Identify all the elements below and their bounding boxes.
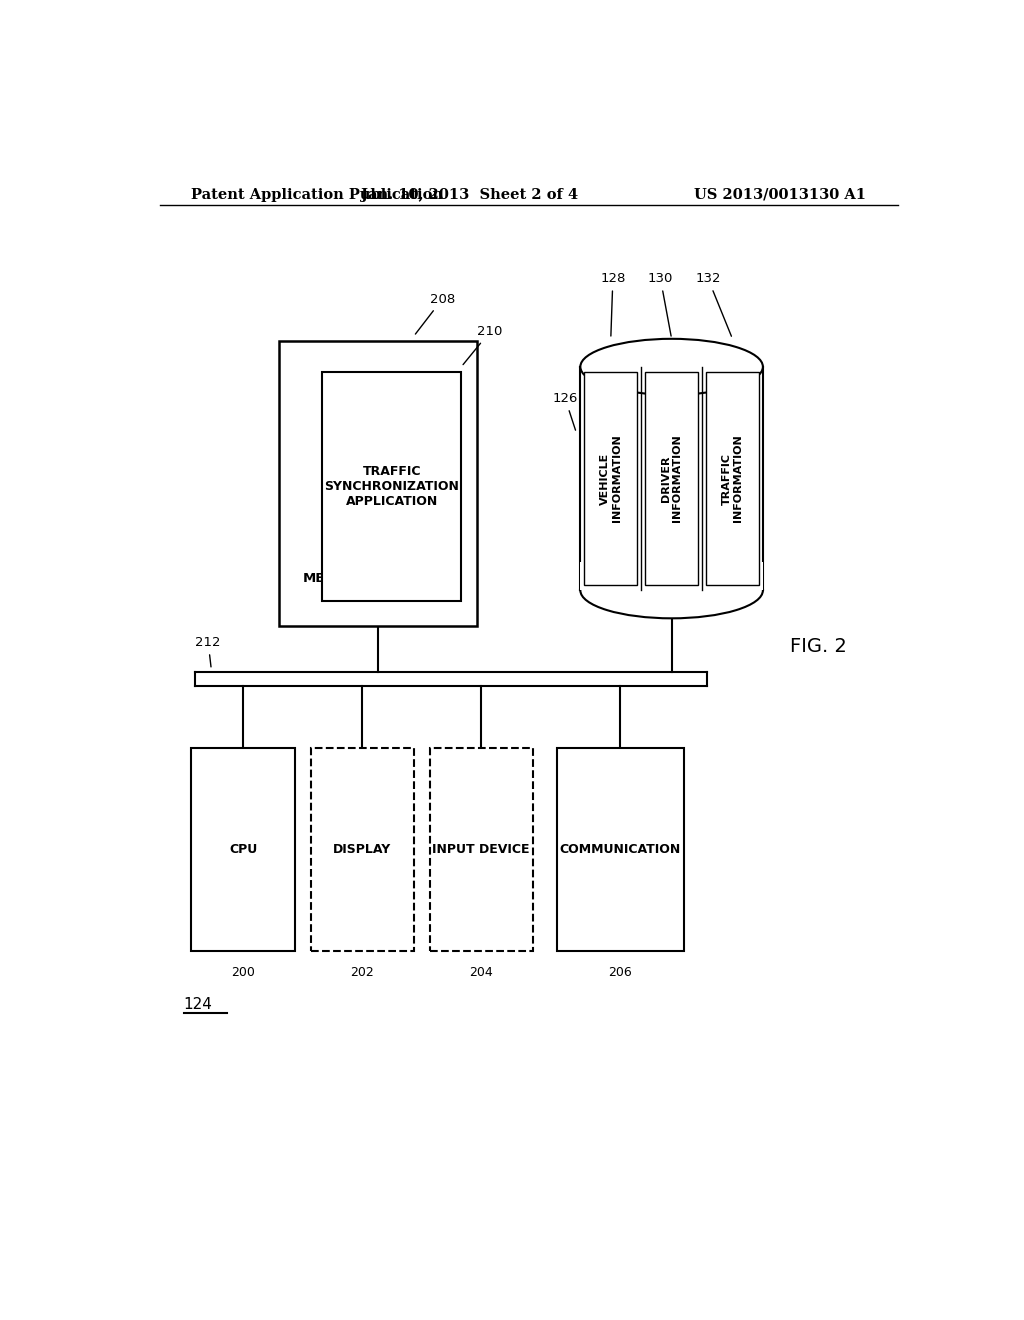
FancyBboxPatch shape — [585, 372, 637, 585]
Text: 128: 128 — [600, 272, 626, 337]
Text: 208: 208 — [416, 293, 455, 334]
Text: TRAFFIC
SYNCHRONIZATION
APPLICATION: TRAFFIC SYNCHRONIZATION APPLICATION — [325, 465, 460, 508]
Text: 124: 124 — [183, 997, 212, 1012]
Text: 200: 200 — [231, 966, 255, 979]
FancyBboxPatch shape — [581, 562, 763, 590]
Text: 212: 212 — [196, 636, 221, 667]
Text: TRAFFIC
INFORMATION: TRAFFIC INFORMATION — [722, 434, 743, 523]
Text: 130: 130 — [648, 272, 673, 337]
Text: CPU: CPU — [229, 843, 257, 857]
Text: DRIVER
INFORMATION: DRIVER INFORMATION — [660, 434, 682, 523]
FancyBboxPatch shape — [430, 748, 532, 952]
FancyBboxPatch shape — [310, 748, 414, 952]
FancyBboxPatch shape — [323, 372, 461, 601]
Ellipse shape — [581, 562, 763, 618]
Text: US 2013/0013130 A1: US 2013/0013130 A1 — [694, 187, 866, 202]
Text: DISPLAY: DISPLAY — [333, 843, 391, 857]
FancyBboxPatch shape — [557, 748, 684, 952]
FancyBboxPatch shape — [706, 372, 759, 585]
Text: INPUT DEVICE: INPUT DEVICE — [432, 843, 529, 857]
FancyBboxPatch shape — [191, 748, 295, 952]
Text: 206: 206 — [608, 966, 632, 979]
Text: Jan. 10, 2013  Sheet 2 of 4: Jan. 10, 2013 Sheet 2 of 4 — [360, 187, 578, 202]
FancyBboxPatch shape — [645, 372, 698, 585]
Text: 202: 202 — [350, 966, 374, 979]
Text: VEHICLE
INFORMATION: VEHICLE INFORMATION — [600, 434, 622, 523]
Text: FIG. 2: FIG. 2 — [790, 636, 847, 656]
FancyBboxPatch shape — [279, 342, 477, 626]
Text: 204: 204 — [469, 966, 493, 979]
Text: MEMORY: MEMORY — [303, 573, 369, 585]
Text: Patent Application Publication: Patent Application Publication — [191, 187, 443, 202]
Text: 132: 132 — [695, 272, 731, 337]
Text: 126: 126 — [553, 392, 578, 430]
Text: 210: 210 — [463, 325, 503, 364]
Text: COMMUNICATION: COMMUNICATION — [559, 843, 681, 857]
Ellipse shape — [581, 339, 763, 395]
